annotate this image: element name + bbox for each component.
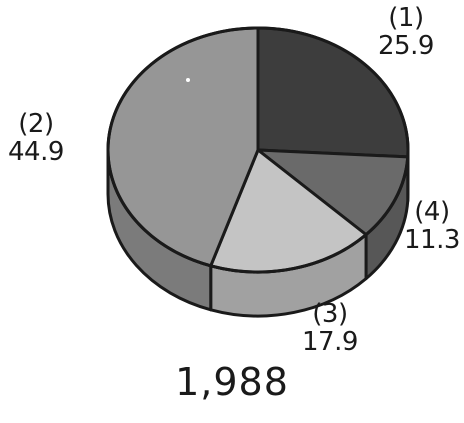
slice-label-1-value: 25.9 <box>378 32 434 60</box>
highlight-speck <box>186 78 190 82</box>
slice-label-2-value: 44.9 <box>8 138 64 166</box>
slice-label-4: (4) 11.3 <box>404 198 460 254</box>
slice-label-3-id: (3) <box>302 300 358 328</box>
slice-label-1: (1) 25.9 <box>378 4 434 60</box>
slice-label-4-id: (4) <box>404 198 460 226</box>
slice-label-4-value: 11.3 <box>404 226 460 254</box>
slice-label-1-id: (1) <box>378 4 434 32</box>
slice-label-3: (3) 17.9 <box>302 300 358 356</box>
chart-title: 1,988 <box>0 360 464 404</box>
slice-label-3-value: 17.9 <box>302 328 358 356</box>
slice-label-2: (2) 44.9 <box>8 110 64 166</box>
slice-label-2-id: (2) <box>8 110 64 138</box>
